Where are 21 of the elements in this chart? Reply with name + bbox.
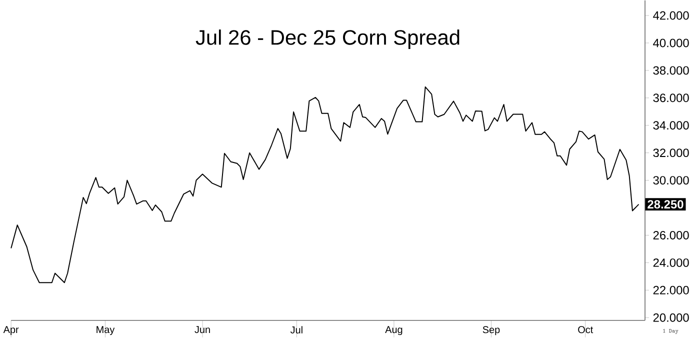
line-series	[10, 86, 640, 283]
y-tick-label: 22.000	[653, 286, 689, 294]
x-tick-label: Jul	[290, 326, 302, 334]
y-tick-label: 20.000	[653, 313, 689, 322]
x-tick-label: May	[96, 326, 115, 335]
y-tick-label: 26.000	[653, 230, 689, 240]
y-tick-label: 42.000	[653, 11, 689, 20]
annotation: 28.250	[648, 200, 684, 208]
x-tick-label: Oct	[578, 326, 594, 334]
x-tick-label: Apr	[3, 326, 19, 335]
y-tick-label: 36.000	[653, 93, 689, 102]
x-tick-label: Aug	[385, 326, 402, 335]
x-tick-label: Jun	[194, 326, 210, 333]
y-tick-label: 38.000	[653, 66, 689, 74]
y-tick-label: 32.000	[653, 148, 689, 157]
y-tick-label: 24.000	[653, 258, 689, 267]
text: Jul 26 - Dec 25 Corn Spread	[196, 29, 460, 49]
x-tick-label: Sep	[482, 326, 500, 335]
y-tick-label: 40.000	[653, 38, 689, 48]
y-tick-label: 34.000	[653, 120, 689, 130]
y-tick-label: 30.000	[653, 176, 689, 184]
